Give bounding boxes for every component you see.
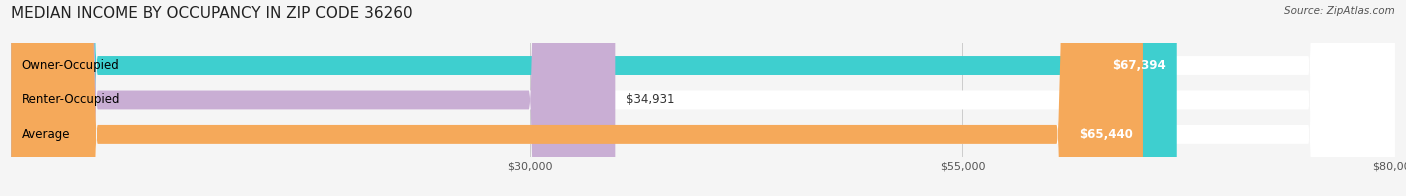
FancyBboxPatch shape bbox=[11, 0, 1143, 196]
FancyBboxPatch shape bbox=[11, 0, 1395, 196]
Text: MEDIAN INCOME BY OCCUPANCY IN ZIP CODE 36260: MEDIAN INCOME BY OCCUPANCY IN ZIP CODE 3… bbox=[11, 6, 413, 21]
Text: Source: ZipAtlas.com: Source: ZipAtlas.com bbox=[1284, 6, 1395, 16]
Text: Renter-Occupied: Renter-Occupied bbox=[21, 93, 120, 106]
FancyBboxPatch shape bbox=[11, 0, 1177, 196]
FancyBboxPatch shape bbox=[11, 0, 1395, 196]
Text: $34,931: $34,931 bbox=[626, 93, 675, 106]
Text: $65,440: $65,440 bbox=[1078, 128, 1133, 141]
FancyBboxPatch shape bbox=[11, 0, 1395, 196]
Text: Owner-Occupied: Owner-Occupied bbox=[21, 59, 120, 72]
FancyBboxPatch shape bbox=[11, 0, 616, 196]
Text: $67,394: $67,394 bbox=[1112, 59, 1167, 72]
Text: Average: Average bbox=[21, 128, 70, 141]
